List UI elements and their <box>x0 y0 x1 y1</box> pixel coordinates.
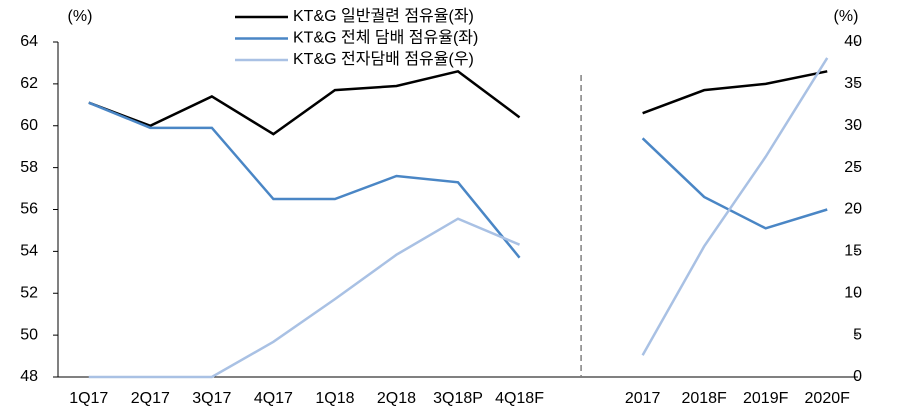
x-tick-label: 2Q17 <box>131 390 170 407</box>
y-tick-label: 56 <box>20 201 38 218</box>
x-tick-label: 2019F <box>743 390 789 407</box>
legend-label: KT&G 전자담배 점유율(우) <box>293 50 474 68</box>
x-tick-label: 4Q17 <box>254 390 293 407</box>
y2-tick-label: 10 <box>844 284 862 301</box>
y-tick-label: 64 <box>20 33 38 50</box>
y2-tick-label: 15 <box>844 243 862 260</box>
legend-label: KT&G 일반궐련 점유율(좌) <box>293 7 474 25</box>
x-tick-label: 1Q18 <box>315 390 354 407</box>
series-line <box>88 101 828 259</box>
y2-axis-label: (%) <box>834 8 859 25</box>
y-tick-label: 62 <box>20 75 38 92</box>
y2-tick-label: 25 <box>844 159 862 176</box>
x-tick-label: 2017 <box>625 390 661 407</box>
y2-tick-label: 0 <box>853 368 862 385</box>
y-axis-label: (%) <box>68 8 93 25</box>
y-tick-label: 60 <box>20 117 38 134</box>
x-tick-label: 1Q17 <box>69 390 108 407</box>
legend-label: KT&G 전체 담배 점유율(좌) <box>293 29 478 47</box>
y-tick-label: 58 <box>20 159 38 176</box>
y-tick-label: 48 <box>20 368 38 385</box>
series-line <box>88 69 828 136</box>
x-tick-label: 2018F <box>681 390 727 407</box>
y-tick-label: 52 <box>20 284 38 301</box>
y2-tick-label: 30 <box>844 117 862 134</box>
y-tick-label: 54 <box>20 243 38 260</box>
series-line <box>88 57 829 379</box>
x-tick-label: 2020F <box>805 390 851 407</box>
x-tick-label: 4Q18F <box>495 390 544 407</box>
y-tick-label: 50 <box>20 326 38 343</box>
x-tick-label: 3Q18P <box>433 390 483 407</box>
y2-tick-label: 35 <box>844 75 862 92</box>
y2-tick-label: 5 <box>853 326 862 343</box>
x-tick-label: 3Q17 <box>192 390 231 407</box>
y2-tick-label: 40 <box>844 33 862 50</box>
y2-tick-label: 20 <box>844 201 862 218</box>
x-tick-label: 2Q18 <box>377 390 416 407</box>
